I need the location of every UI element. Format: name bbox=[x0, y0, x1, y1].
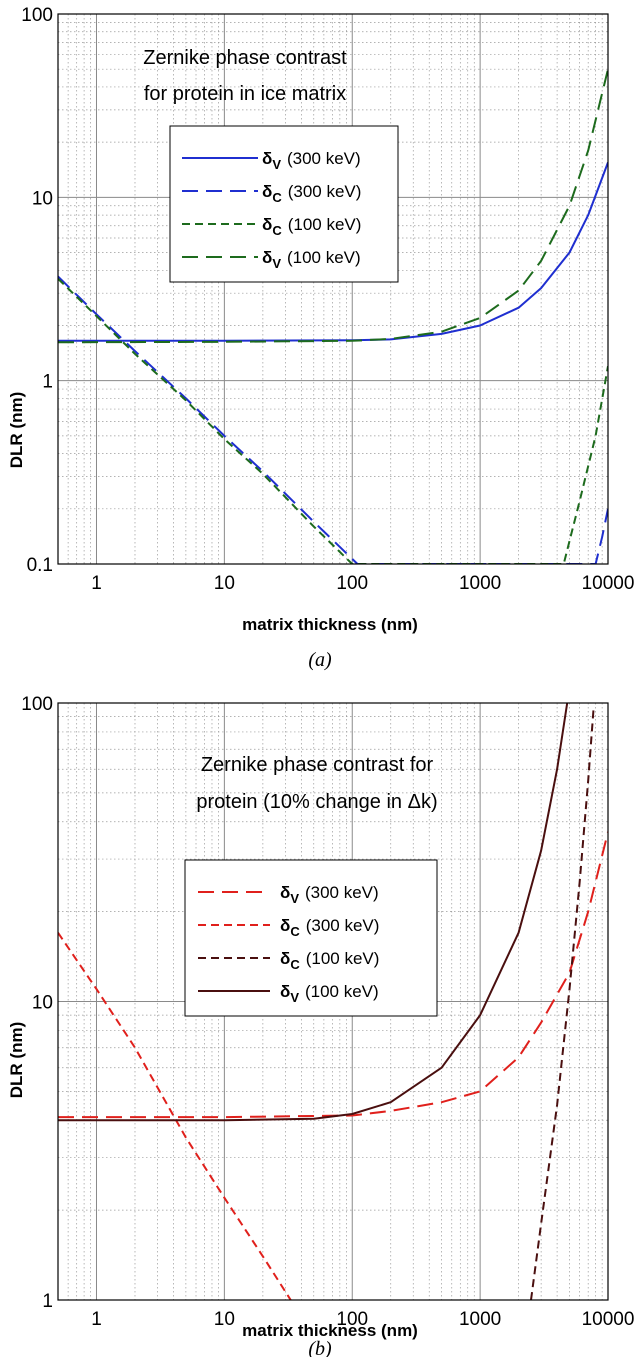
plot-frame bbox=[57, 13, 609, 565]
y-axis-label: DLR (nm) bbox=[7, 392, 26, 468]
legend-symbol: δ bbox=[280, 883, 290, 902]
x-tick-label: 1 bbox=[91, 1309, 102, 1330]
legend-subscript: V bbox=[272, 157, 281, 172]
y-tick-label: 100 bbox=[21, 694, 53, 715]
series-line-0 bbox=[58, 831, 608, 1119]
x-tick-label: 100 bbox=[336, 1309, 368, 1330]
plot-area bbox=[58, 14, 608, 564]
annotation-line-1: Zernike phase contrast for bbox=[201, 754, 434, 776]
series-line-1 bbox=[58, 275, 608, 564]
series-line-2 bbox=[58, 277, 608, 564]
x-tick-label: 10 bbox=[214, 1309, 235, 1330]
x-tick-labels: 1 10 100 1000 10000 bbox=[91, 573, 634, 594]
legend-symbol: δ bbox=[280, 916, 290, 935]
legend-energy: (300 keV) bbox=[287, 149, 361, 168]
series-line-3 bbox=[58, 703, 569, 1122]
legend-label-0: δV (300 keV) bbox=[262, 149, 361, 172]
plot-frame bbox=[57, 702, 609, 1301]
legend-subscript: V bbox=[272, 256, 281, 271]
panel-label: (b) bbox=[308, 1338, 332, 1357]
legend-label-3: δV (100 keV) bbox=[280, 982, 379, 1005]
series-line-3 bbox=[58, 68, 608, 344]
y-tick-labels: 0.1 1 10 100 bbox=[21, 5, 53, 576]
x-axis-label: matrix thickness (nm) bbox=[242, 615, 418, 634]
legend-label-2: δC (100 keV) bbox=[280, 949, 379, 972]
legend-energy: (100 keV) bbox=[306, 949, 380, 968]
legend-box bbox=[169, 125, 399, 283]
y-tick-label: 0.1 bbox=[27, 555, 53, 576]
series-line-2 bbox=[530, 709, 595, 1300]
x-tick-label: 1 bbox=[91, 573, 102, 594]
series-layer bbox=[58, 68, 608, 564]
x-tick-label: 1000 bbox=[459, 1309, 501, 1330]
legend-energy: (300 keV) bbox=[306, 916, 380, 935]
legend-energy: (300 keV) bbox=[288, 182, 362, 201]
legend-subscript: C bbox=[272, 223, 282, 238]
minor-grid bbox=[58, 703, 608, 1300]
legend-subscript: C bbox=[272, 190, 282, 205]
x-axis-label: matrix thickness (nm) bbox=[242, 1321, 418, 1340]
legend-subscript: C bbox=[290, 957, 300, 972]
annotation-line-2: for protein in ice matrix bbox=[144, 83, 346, 105]
chart-panel-b: 1 10 100 1000 10000 1 10 100 Zernike phase con… bbox=[7, 694, 634, 1357]
legend-symbol: δ bbox=[280, 982, 290, 1001]
legend: δV (300 keV)δC (300 keV)δC (100 keV)δV (100 … bbox=[169, 125, 399, 283]
legend-subscript: C bbox=[290, 924, 300, 939]
legend-symbol: δ bbox=[262, 248, 272, 267]
legend: δV (300 keV)δC (300 keV)δC (100 keV)δV (100 … bbox=[184, 859, 438, 1017]
legend-energy: (100 keV) bbox=[287, 248, 361, 267]
y-axis-label: DLR (nm) bbox=[7, 1022, 26, 1098]
x-tick-label: 10000 bbox=[582, 1309, 635, 1330]
x-tick-label: 100 bbox=[336, 573, 368, 594]
y-tick-label: 1 bbox=[42, 372, 53, 393]
chart-panel-a: 1 10 100 1000 10000 0.1 1 10 100 Zernike phase … bbox=[7, 5, 634, 671]
legend-symbol: δ bbox=[262, 182, 272, 201]
y-tick-label: 1 bbox=[42, 1291, 53, 1312]
x-tick-label: 10 bbox=[214, 573, 235, 594]
legend-subscript: V bbox=[290, 891, 299, 906]
annotation-line-1: Zernike phase contrast bbox=[143, 47, 347, 69]
x-tick-labels: 1 10 100 1000 10000 bbox=[91, 1309, 634, 1330]
y-tick-label: 10 bbox=[32, 188, 53, 209]
x-tick-label: 1000 bbox=[459, 573, 501, 594]
y-tick-labels: 1 10 100 bbox=[21, 694, 53, 1312]
legend-label-1: δC (300 keV) bbox=[280, 916, 379, 939]
legend-label-3: δV (100 keV) bbox=[262, 248, 361, 271]
series-layer bbox=[58, 703, 608, 1300]
series-line-1 bbox=[58, 932, 292, 1300]
legend-label-1: δC (300 keV) bbox=[262, 182, 361, 205]
legend-symbol: δ bbox=[262, 149, 272, 168]
legend-label-0: δV (300 keV) bbox=[280, 883, 379, 906]
legend-subscript: V bbox=[290, 990, 299, 1005]
y-tick-label: 10 bbox=[32, 993, 53, 1014]
legend-label-2: δC (100 keV) bbox=[262, 215, 361, 238]
panel-label: (a) bbox=[308, 649, 332, 671]
y-tick-label: 100 bbox=[21, 5, 53, 26]
legend-energy: (100 keV) bbox=[305, 982, 379, 1001]
legend-energy: (100 keV) bbox=[288, 215, 362, 234]
x-tick-label: 10000 bbox=[582, 573, 635, 594]
annotation-line-2: protein (10% change in Δk) bbox=[196, 791, 437, 813]
legend-symbol: δ bbox=[280, 949, 290, 968]
legend-symbol: δ bbox=[262, 215, 272, 234]
legend-energy: (300 keV) bbox=[305, 883, 379, 902]
